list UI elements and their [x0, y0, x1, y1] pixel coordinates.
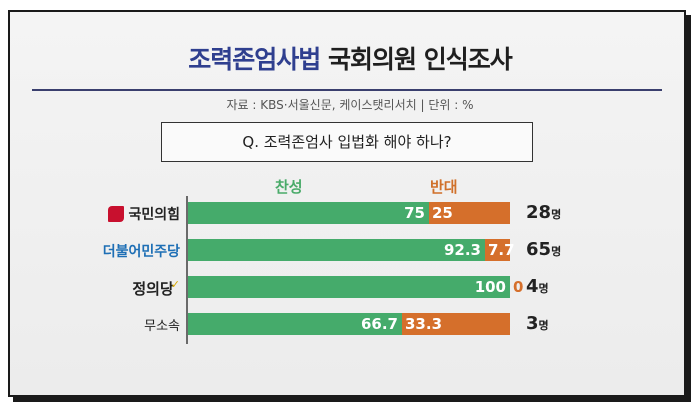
bar-yes: 92.3 [187, 239, 485, 261]
bar-no: 33.3 [402, 313, 510, 335]
party-label: 무소속 [70, 315, 180, 334]
chart-title: 조력존엄사법 국회의원 인식조사 [0, 40, 700, 76]
count-value: 4 [526, 276, 539, 297]
count-unit: 명 [538, 319, 549, 332]
question-box: Q. 조력존엄사 입법화 해야 하나? [161, 122, 533, 162]
bar-no: 7.7 [485, 239, 515, 261]
title-divider [32, 89, 662, 91]
bar-no: 25 [429, 202, 510, 224]
count-value: 3 [526, 313, 539, 334]
count-unit: 명 [551, 208, 562, 221]
respondent-count: 65명 [526, 239, 561, 263]
party-label: 정의당✓ [70, 278, 180, 299]
count-unit: 명 [551, 245, 562, 258]
party-name: 더불어민주당 [102, 244, 180, 260]
title-accent: 조력존엄사법 [188, 45, 321, 74]
party-name: 무소속 [144, 319, 180, 334]
party-label: 더불어민주당 [70, 241, 180, 261]
checkmark-icon: ✓ [170, 278, 180, 291]
source-note: 자료 : KBS·서울신문, 케이스탯리서치 | 단위 : % [226, 98, 474, 112]
count-unit: 명 [538, 282, 549, 295]
bar-yes: 66.7 [187, 313, 402, 335]
count-value: 28 [526, 202, 552, 223]
party-label: 국민의힘 [70, 204, 180, 224]
bar-yes: 100 [187, 276, 510, 298]
axis-line [186, 196, 188, 344]
count-value: 65 [526, 239, 552, 260]
ppp-logo-icon [108, 206, 125, 222]
respondent-count: 28명 [526, 202, 561, 226]
bar-no-label: 0 [513, 278, 524, 296]
party-name: 국민의힘 [128, 207, 180, 223]
title-rest: 국회의원 인식조사 [328, 45, 513, 74]
party-name: 정의당 [132, 280, 174, 298]
respondent-count: 3명 [526, 313, 549, 337]
legend-yes: 찬성 [275, 178, 303, 196]
legend-no: 반대 [430, 178, 458, 196]
respondent-count: 4명 [526, 276, 549, 300]
bar-yes: 75 [187, 202, 429, 224]
